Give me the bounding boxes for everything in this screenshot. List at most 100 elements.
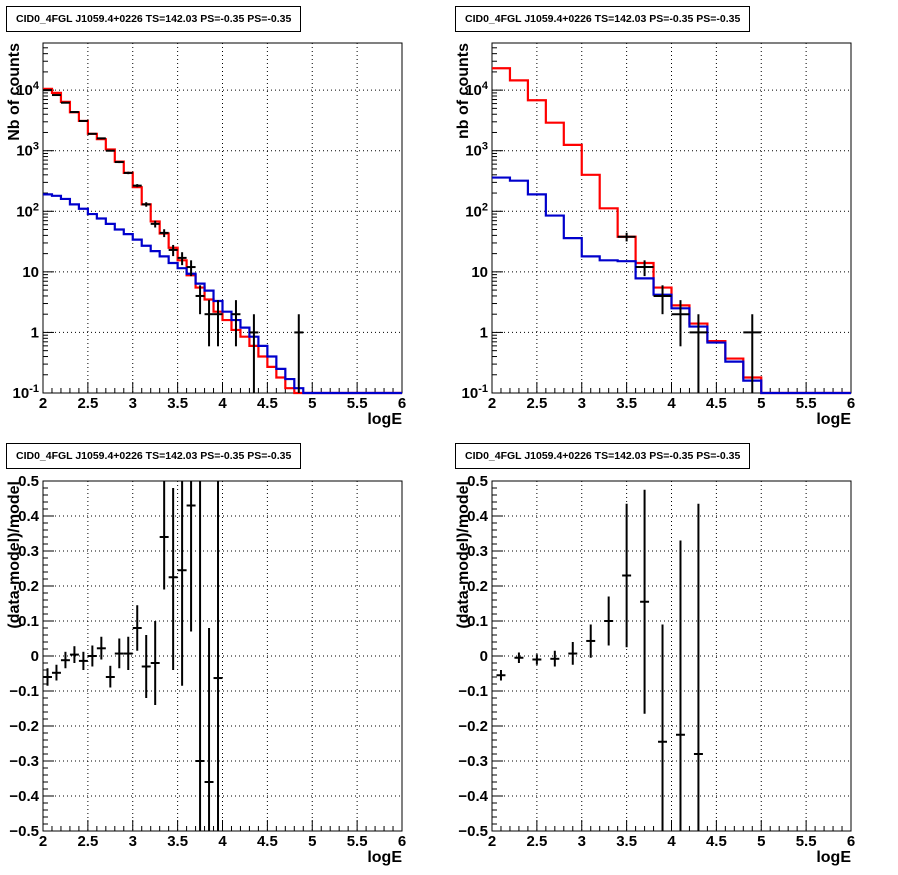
data-point bbox=[114, 638, 124, 669]
x-tick-label: 5 bbox=[308, 833, 316, 850]
data-point bbox=[78, 119, 88, 122]
x-tick-label: 4.5 bbox=[706, 395, 727, 412]
data-point bbox=[114, 161, 124, 164]
data-point bbox=[653, 285, 672, 315]
plot-pad-4: 2 2.5 3 3.5 4 4.5 5 5.5 6 −0.5 −0.4 −0.3 −0.2 −0.1 0 0.… bbox=[455, 473, 855, 866]
data-point bbox=[671, 300, 690, 347]
title-counts-left: CID0_4FGL J1059.4+0226 TS=142.03 PS=-0.3… bbox=[6, 6, 302, 32]
x-tick-label: 2 bbox=[39, 833, 47, 850]
data-point bbox=[96, 636, 106, 660]
data-point bbox=[617, 232, 636, 242]
x-tick-label: 3.5 bbox=[167, 833, 188, 850]
x-tick-label: 3 bbox=[129, 833, 137, 850]
data-point bbox=[159, 481, 169, 590]
x-tick-label: 6 bbox=[398, 833, 406, 850]
data-point bbox=[186, 260, 196, 277]
data-point bbox=[213, 481, 223, 831]
y-tick-label: 1 bbox=[31, 324, 39, 341]
x-tick-label: 3 bbox=[578, 833, 586, 850]
data-point bbox=[150, 621, 160, 705]
data-point bbox=[87, 645, 97, 667]
grid-lines bbox=[492, 481, 851, 831]
x-tick-label: 3.5 bbox=[616, 395, 637, 412]
x-tick-label: 2 bbox=[488, 833, 496, 850]
x-tick-label: 4 bbox=[218, 395, 227, 412]
model-total-histogram bbox=[43, 87, 402, 395]
data-point bbox=[204, 628, 214, 831]
y-axis-title: nb of counts bbox=[455, 43, 472, 139]
data-point bbox=[622, 503, 632, 648]
axis-ticks bbox=[42, 480, 403, 832]
y-tick-label: 0.1 bbox=[467, 613, 488, 630]
data-point bbox=[150, 220, 160, 228]
data-point bbox=[105, 665, 115, 688]
y-tick-label: −0.3 bbox=[9, 753, 39, 770]
grid-lines bbox=[492, 43, 851, 393]
data-point bbox=[550, 650, 560, 667]
y-tick-label: −0.5 bbox=[9, 823, 39, 840]
y-tick-label: −0.5 bbox=[458, 823, 488, 840]
x-tick-label: 2 bbox=[39, 395, 47, 412]
x-tick-label: 4.5 bbox=[257, 395, 278, 412]
y-axis-title: Nb of counts bbox=[6, 43, 23, 141]
data-point bbox=[141, 635, 151, 698]
x-axis-title: logE bbox=[816, 849, 851, 866]
y-tick-label: 104 bbox=[16, 80, 40, 99]
axis-ticks bbox=[42, 42, 403, 394]
y-tick-label: 0.2 bbox=[467, 578, 488, 595]
x-tick-label: 5 bbox=[757, 833, 765, 850]
y-tick-label: 104 bbox=[465, 80, 489, 99]
x-tick-label: 4 bbox=[218, 833, 227, 850]
data-point bbox=[195, 285, 205, 315]
data-point bbox=[105, 149, 115, 152]
y-axis-title: (data-model)/model bbox=[6, 481, 23, 629]
y-tick-label: 103 bbox=[16, 141, 39, 160]
x-tick-label: 4 bbox=[667, 395, 676, 412]
data-point bbox=[87, 132, 97, 135]
plot-pad-3: 2 2.5 3 3.5 4 4.5 5 5.5 6 −0.5 −0.4 −0.3 −0.2 −0.1 0 0.… bbox=[6, 473, 406, 866]
title-counts-right: CID0_4FGL J1059.4+0226 TS=142.03 PS=-0.3… bbox=[455, 6, 751, 32]
data-point bbox=[177, 481, 187, 686]
x-tick-label: 2.5 bbox=[77, 395, 98, 412]
x-tick-label: 4 bbox=[667, 833, 676, 850]
data-point bbox=[51, 664, 61, 681]
y-tick-label: −0.1 bbox=[458, 683, 488, 700]
data-point bbox=[675, 540, 685, 831]
data-point bbox=[689, 314, 708, 393]
data-point bbox=[51, 94, 61, 97]
data-point bbox=[604, 596, 614, 646]
y-tick-label: 102 bbox=[16, 201, 39, 220]
data-point bbox=[123, 171, 133, 175]
y-tick-label: −0.4 bbox=[458, 788, 488, 805]
x-tick-label: 4.5 bbox=[257, 833, 278, 850]
x-tick-label: 3 bbox=[578, 395, 586, 412]
y-tick-label: 0 bbox=[480, 648, 488, 665]
data-point bbox=[69, 646, 79, 663]
x-tick-label: 6 bbox=[847, 395, 855, 412]
data-point bbox=[204, 300, 214, 347]
x-axis-title: logE bbox=[367, 849, 402, 866]
data-point bbox=[231, 300, 241, 347]
x-tick-label: 3.5 bbox=[167, 395, 188, 412]
data-point bbox=[693, 503, 703, 831]
x-tick-label: 5.5 bbox=[796, 395, 817, 412]
y-tick-label: 10 bbox=[471, 264, 488, 281]
data-point bbox=[294, 314, 304, 393]
data-point bbox=[635, 260, 654, 277]
model-component-histogram bbox=[43, 193, 402, 395]
model-component-histogram bbox=[492, 176, 851, 395]
data-point bbox=[159, 229, 169, 238]
data-point bbox=[132, 605, 142, 651]
data-point bbox=[96, 137, 106, 140]
data-point bbox=[177, 252, 187, 266]
y-tick-label: 102 bbox=[465, 201, 488, 220]
y-tick-label: −0.2 bbox=[458, 718, 488, 735]
data-point bbox=[658, 624, 668, 831]
x-tick-label: 2.5 bbox=[526, 395, 547, 412]
data-point bbox=[496, 670, 506, 681]
x-tick-label: 3.5 bbox=[616, 833, 637, 850]
x-tick-label: 5 bbox=[757, 395, 765, 412]
x-axis-title: logE bbox=[816, 411, 851, 428]
y-tick-label: −0.2 bbox=[9, 718, 39, 735]
data-point bbox=[168, 488, 178, 670]
